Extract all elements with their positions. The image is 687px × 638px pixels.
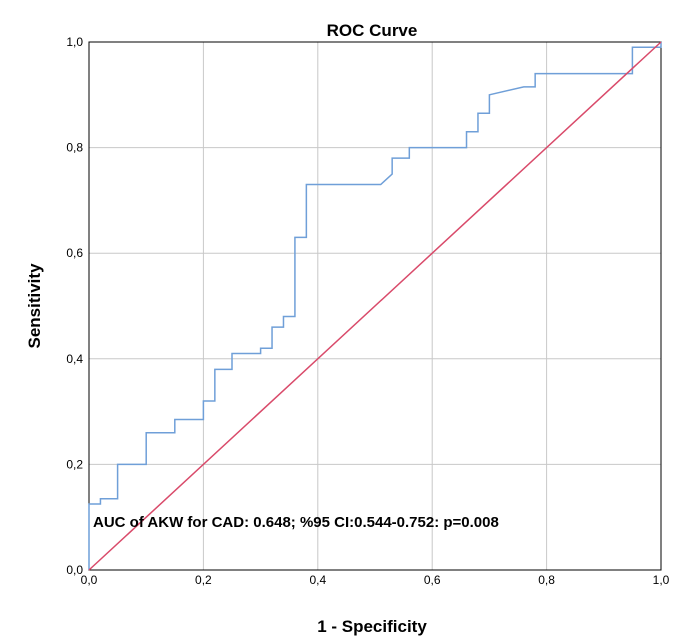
x-tick-label: 0,4 [309, 573, 326, 587]
x-tick-label: 0,0 [81, 573, 98, 587]
x-tick-label: 0,2 [195, 573, 212, 587]
roc-curve-line [88, 42, 662, 570]
grid-lines [89, 42, 661, 570]
y-tick-label: 0,6 [66, 246, 83, 260]
y-tick-label: 0,4 [66, 352, 83, 366]
plot-frame [88, 41, 662, 571]
y-tick-label: 0,2 [66, 457, 83, 471]
x-tick-label: 0,6 [424, 573, 441, 587]
x-axis-label: 1 - Specificity [317, 617, 427, 636]
y-axis-label: Sensitivity [25, 263, 44, 349]
x-tick-label: 0,8 [538, 573, 555, 587]
chart-title: ROC Curve [327, 21, 418, 40]
x-axis-ticks: 0,0 0,2 0,4 0,6 0,8 1,0 [81, 573, 670, 587]
auc-annotation: AUC of AKW for CAD: 0.648; %95 CI:0.544-… [93, 514, 499, 531]
reference-diagonal-line [88, 41, 662, 571]
x-tick-label: 1,0 [653, 573, 670, 587]
y-tick-label: 0,0 [66, 563, 83, 577]
y-axis-ticks: 0,0 0,2 0,4 0,6 0,8 1,0 [66, 35, 83, 577]
y-tick-label: 0,8 [66, 141, 83, 155]
y-tick-label: 1,0 [66, 35, 83, 49]
